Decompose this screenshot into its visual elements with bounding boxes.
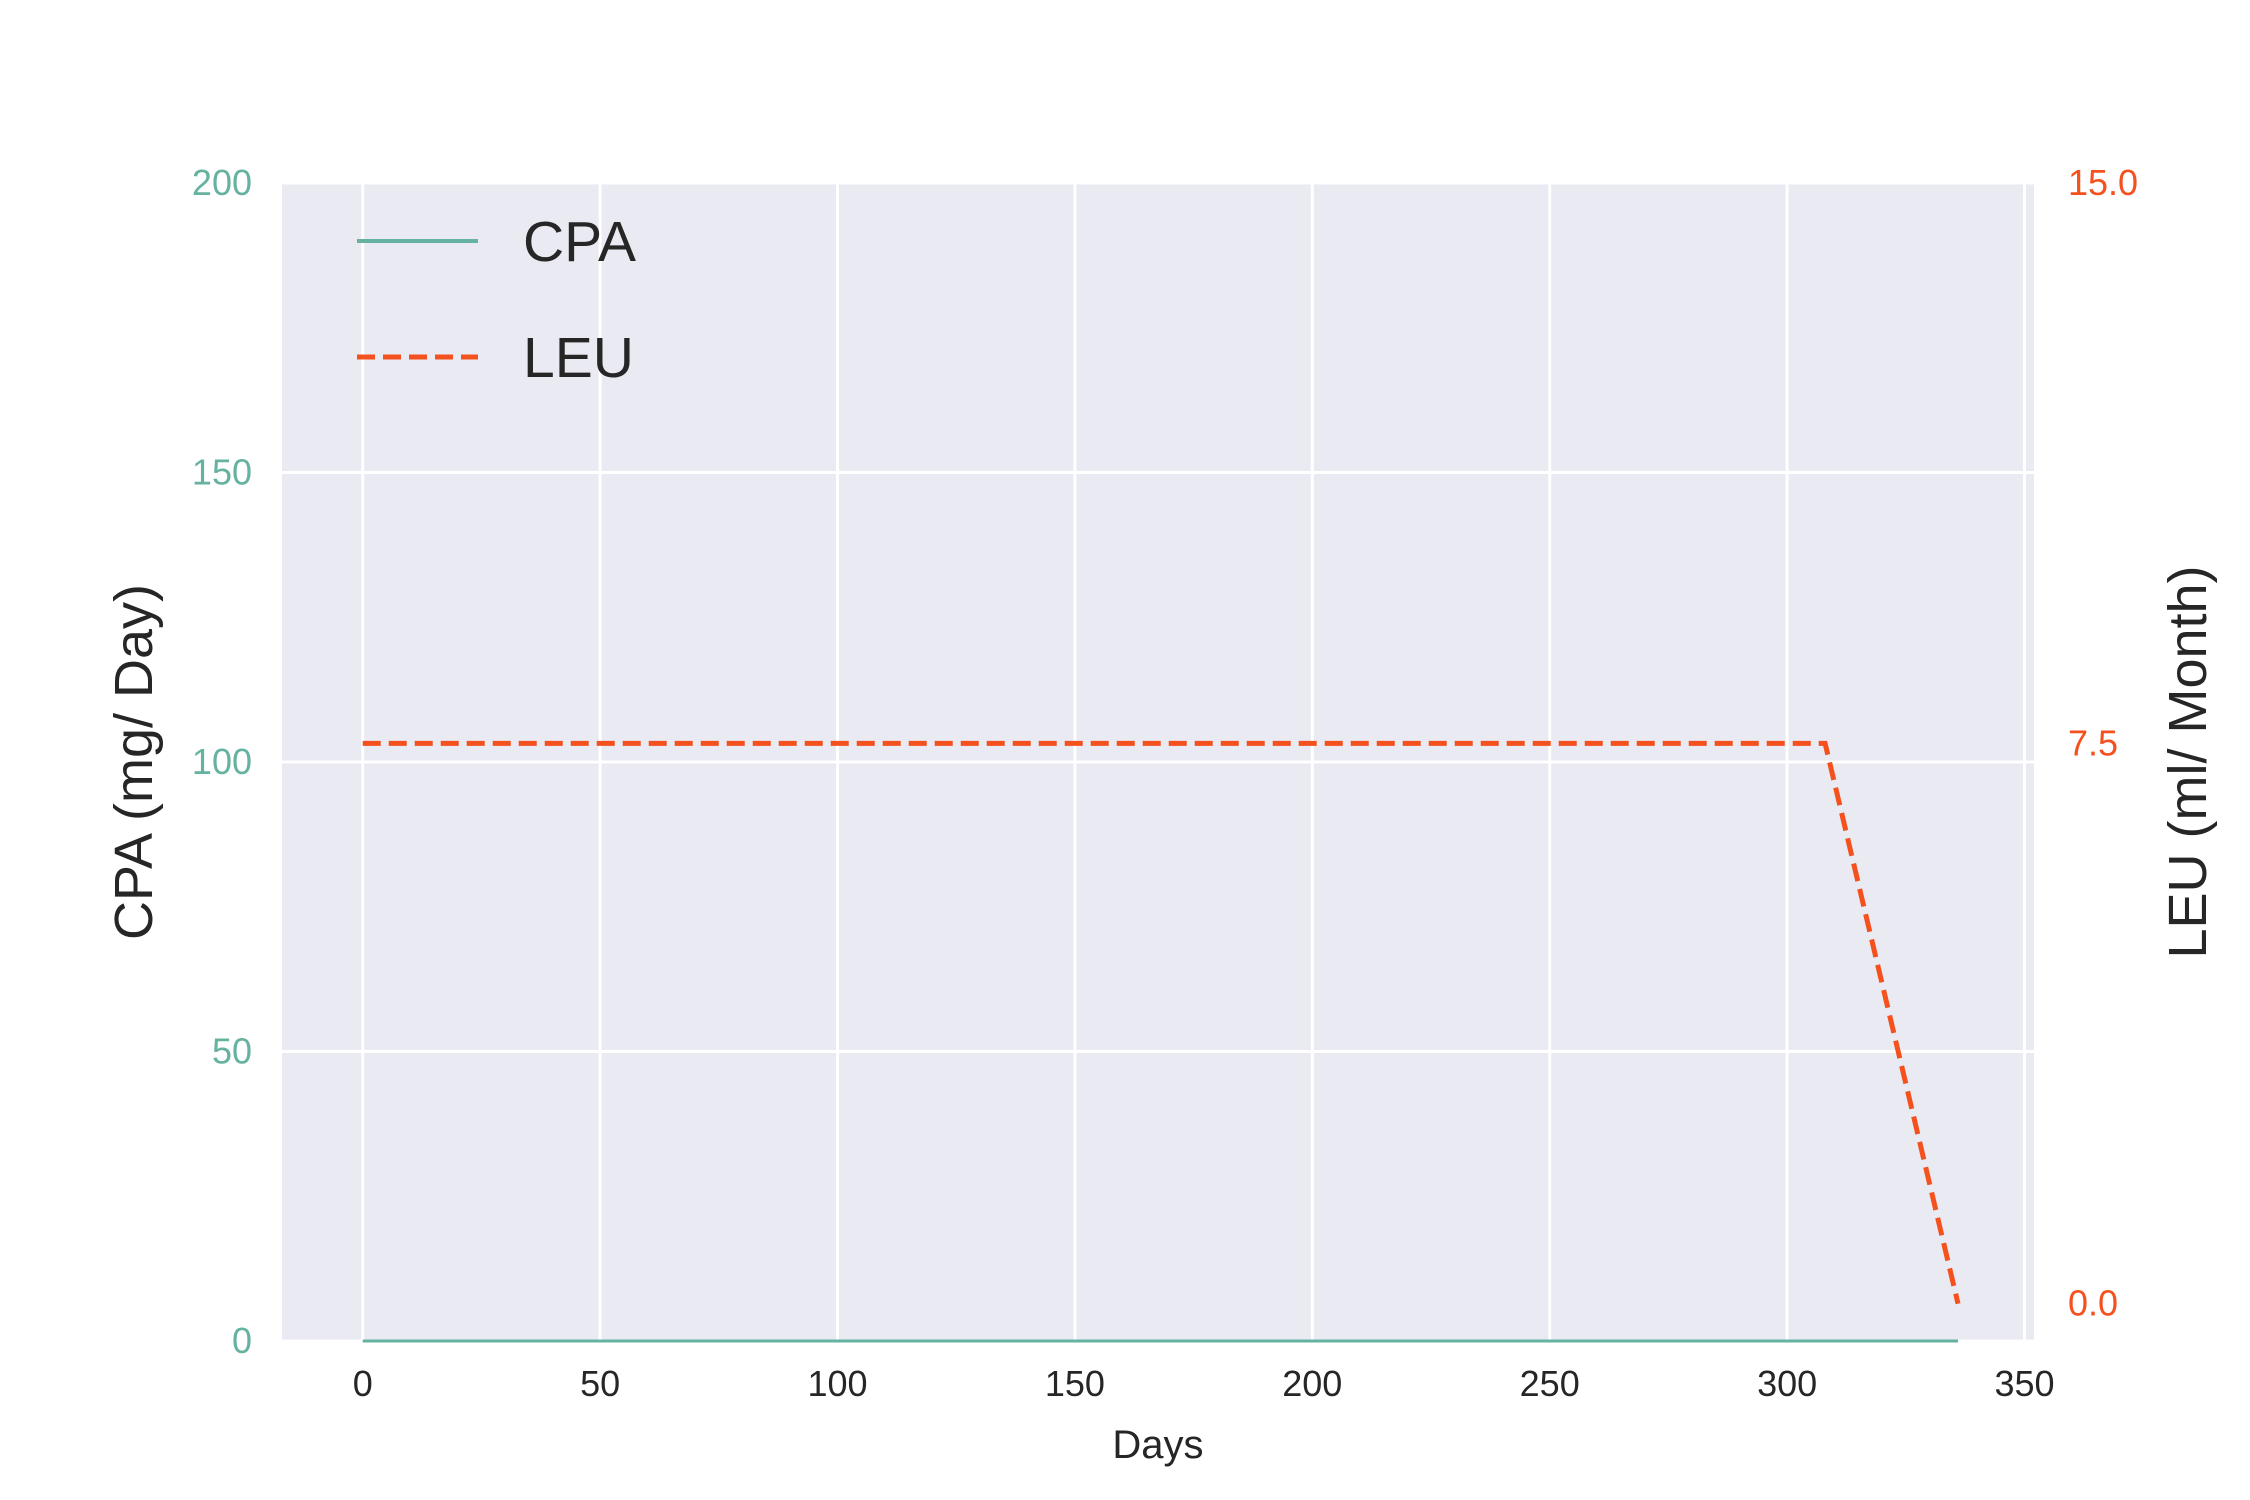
left-y-tick-label: 50 (212, 1031, 252, 1072)
right-y-tick-label: 7.5 (2068, 722, 2118, 763)
x-tick-label: 250 (1520, 1363, 1580, 1404)
x-tick-label: 200 (1282, 1363, 1342, 1404)
right-y-tick-label: 0.0 (2068, 1283, 2118, 1324)
left-y-tick-label: 100 (192, 741, 252, 782)
series-layer (362, 740, 1961, 1343)
x-tick-label: 300 (1757, 1363, 1817, 1404)
legend-label-cpa: CPA (523, 210, 636, 274)
x-tick-label: 100 (807, 1363, 867, 1404)
right-y-tick-label: 15.0 (2068, 162, 2138, 203)
legend: CPA LEU (357, 210, 636, 390)
legend-label-leu: LEU (523, 326, 634, 390)
ticks-layer: 0 50 100 150 200 250 300 350 0 50 100 150 200 0.0 7.5 1… (192, 162, 2138, 1404)
x-tick-label: 50 (580, 1363, 620, 1404)
x-axis-label: Days (1112, 1423, 1203, 1467)
left-y-tick-label: 200 (192, 162, 252, 203)
left-y-tick-label: 0 (232, 1320, 252, 1361)
left-axis-label: CPA (mg/ Day) (104, 584, 164, 940)
series-line-leu (362, 740, 1961, 1305)
x-tick-label: 150 (1045, 1363, 1105, 1404)
x-tick-label: 0 (353, 1363, 373, 1404)
left-y-tick-label: 150 (192, 452, 252, 493)
x-tick-label: 350 (1994, 1363, 2054, 1404)
right-axis-label: LEU (ml/ Month) (2158, 565, 2218, 958)
